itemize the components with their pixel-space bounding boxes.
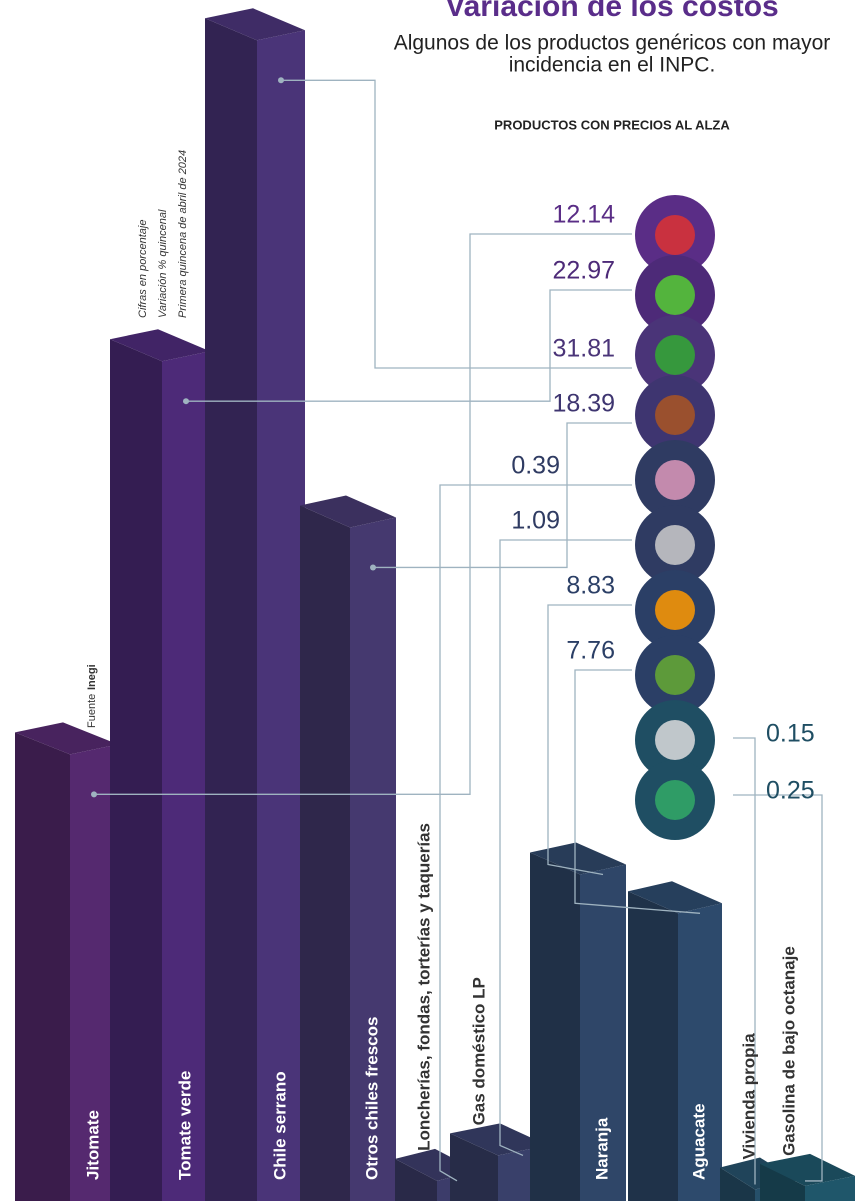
connector xyxy=(94,233,632,795)
bar-side xyxy=(760,1163,805,1201)
value-label: 22.97 xyxy=(552,257,615,285)
bar-top xyxy=(628,881,722,914)
note: Primera quincena de abril de 2024 xyxy=(177,150,189,318)
bar-side xyxy=(450,1133,498,1201)
source: Inegi xyxy=(86,664,98,690)
value-label: 8.83 xyxy=(566,572,615,600)
bar xyxy=(350,517,396,1201)
connectors xyxy=(91,77,823,1185)
x-tick-label: Loncherías, fondas, torterías y taquería… xyxy=(414,823,433,1151)
product-icon-inner xyxy=(655,395,695,435)
bar xyxy=(257,30,305,1201)
bar-top xyxy=(15,722,118,755)
product-icon-inner xyxy=(655,460,695,500)
x-tick-label: Naranja xyxy=(592,1117,611,1180)
value-label: 0.15 xyxy=(766,720,815,748)
bar-side xyxy=(395,1158,437,1201)
chart-title: Variación de los costos xyxy=(445,0,778,23)
bar xyxy=(678,903,722,1201)
x-tick-label: Gas doméstico LP xyxy=(469,977,488,1125)
subtitle: incidencia en el INPC. xyxy=(509,54,716,77)
x-tick-label: Jitomate xyxy=(83,1110,102,1180)
bar-top xyxy=(205,8,305,41)
section-header: PRODUCTOS CON PRECIOS AL ALZA xyxy=(494,117,730,132)
x-tick-label: Chile serrano xyxy=(270,1071,289,1180)
x-tick-label: Tomate verde xyxy=(175,1071,194,1180)
bar-side xyxy=(530,852,580,1201)
bar xyxy=(805,1175,855,1201)
product-icon-inner xyxy=(655,780,695,820)
note: Variación % quincenal xyxy=(157,209,169,318)
product-icon-inner xyxy=(655,720,695,760)
source-label: Fuente xyxy=(86,694,98,728)
bar-side xyxy=(300,505,350,1201)
product-icon-inner xyxy=(655,335,695,375)
product-icon-inner xyxy=(655,215,695,255)
bar-top xyxy=(530,842,626,875)
connector xyxy=(733,737,756,1185)
product-icon-inner xyxy=(655,655,695,695)
value-label: 18.39 xyxy=(552,390,615,418)
bar-side xyxy=(720,1167,755,1201)
bar-top xyxy=(110,329,210,362)
bar-side xyxy=(205,18,257,1201)
connector xyxy=(186,289,632,402)
value-label: 12.14 xyxy=(552,201,615,229)
x-tick-label: Otros chiles frescos xyxy=(362,1017,381,1180)
bar-side xyxy=(15,732,70,1201)
bar-top xyxy=(450,1123,548,1156)
note: Cifras en porcentaje xyxy=(137,220,149,318)
value-label: 31.81 xyxy=(552,335,615,363)
x-tick-label: Vivienda propia xyxy=(739,1033,758,1160)
connector xyxy=(574,669,701,914)
value-label: 7.76 xyxy=(566,637,615,665)
value-label: 0.39 xyxy=(511,452,560,480)
x-tick-label: Aguacate xyxy=(689,1103,708,1180)
bar xyxy=(580,864,626,1201)
bar-side xyxy=(110,339,162,1201)
bar-side xyxy=(628,891,678,1201)
connector xyxy=(499,539,632,1157)
product-icon-inner xyxy=(655,525,695,565)
bars xyxy=(15,8,855,1201)
product-icon-inner xyxy=(655,590,695,630)
connector xyxy=(281,79,632,369)
bar-top xyxy=(760,1153,855,1186)
value-label: 1.09 xyxy=(511,507,560,535)
x-tick-label: Gasolina de bajo octanaje xyxy=(779,946,798,1156)
connector xyxy=(373,422,632,569)
connector xyxy=(439,484,632,1182)
connector xyxy=(733,794,823,1182)
value-label: 0.25 xyxy=(766,777,815,805)
product-icon-inner xyxy=(655,275,695,315)
subtitle: Algunos de los productos genéricos con m… xyxy=(394,32,831,55)
bar xyxy=(70,744,118,1201)
bar xyxy=(162,351,210,1201)
bar-top xyxy=(300,495,396,528)
